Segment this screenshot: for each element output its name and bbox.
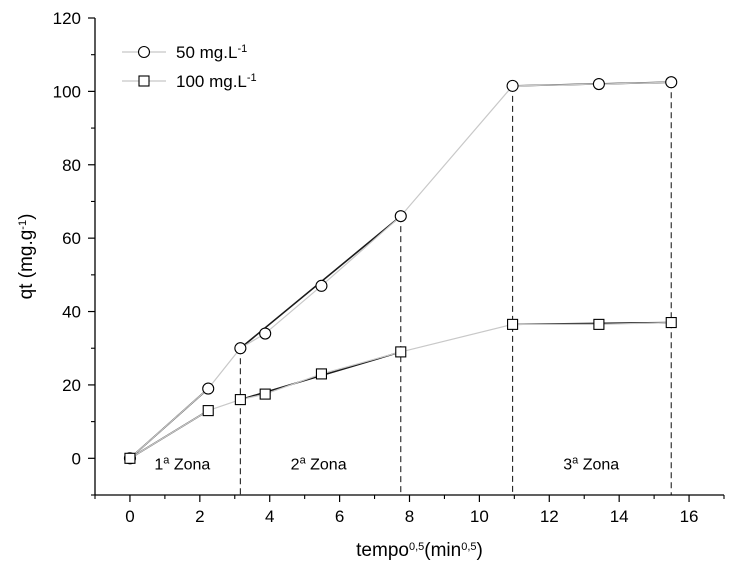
x-tick-label: 12: [540, 507, 559, 526]
data-markers: [123, 76, 678, 465]
x-tick-label: 16: [680, 507, 699, 526]
data-point-square: [124, 452, 136, 464]
legend-marker-circle: [137, 45, 151, 59]
y-axis-title: qt (mg.g-1): [16, 214, 37, 300]
x-tick-label: 8: [405, 507, 414, 526]
y-tick-label: 60: [62, 229, 81, 248]
data-point-square: [234, 394, 246, 406]
zone-labels: 1a Zona 2a Zona 3a Zona: [154, 454, 619, 473]
data-point-square: [395, 346, 407, 358]
x-tick-label: 0: [125, 507, 134, 526]
x-tick-label: 6: [335, 507, 344, 526]
y-tick-label: 100: [53, 82, 81, 101]
data-point-circle: [592, 77, 605, 91]
y-tick-label: 80: [62, 156, 81, 175]
y-tick-label: 40: [62, 303, 81, 322]
data-point-square: [593, 318, 605, 330]
data-point-circle: [315, 279, 328, 292]
data-point-circle: [665, 76, 678, 89]
data-point-circle: [202, 382, 215, 395]
data-point-square: [259, 388, 271, 400]
legend-marker-square: [138, 75, 150, 87]
data-point-circle: [234, 342, 247, 355]
zone-label-1: 1a Zona: [154, 454, 210, 473]
legend-label-1: 100 mg.L-1: [176, 72, 257, 91]
zone-boundaries: [239, 82, 672, 495]
x-tick-label: 2: [195, 507, 204, 526]
y-tick-label: 20: [62, 376, 81, 395]
zone-label-2: 2a Zona: [291, 454, 347, 473]
data-point-circle: [506, 79, 519, 92]
data-point-circle: [394, 210, 407, 223]
data-point-square: [202, 405, 214, 417]
zone-label-3: 3a Zona: [563, 454, 619, 473]
x-tick-label: 14: [610, 507, 629, 526]
x-axis-title: tempo0,5(min0,5): [356, 540, 483, 561]
data-point-square: [507, 318, 519, 330]
x-tick-label: 4: [265, 507, 274, 526]
axes: 0 2 4 6 8 10 12 14 16 0 20 40 60 80 100 120 tempo0,5(min…: [16, 9, 725, 561]
data-point-circle: [259, 327, 272, 340]
data-point-square: [665, 316, 677, 329]
data-point-square: [315, 368, 327, 380]
y-tick-label: 120: [53, 9, 81, 28]
y-tick-label: 0: [72, 449, 81, 468]
legend: 50 mg.L-1 100 mg.L-1: [122, 43, 257, 91]
x-tick-label: 10: [470, 507, 489, 526]
legend-label-0: 50 mg.L-1: [176, 43, 247, 62]
